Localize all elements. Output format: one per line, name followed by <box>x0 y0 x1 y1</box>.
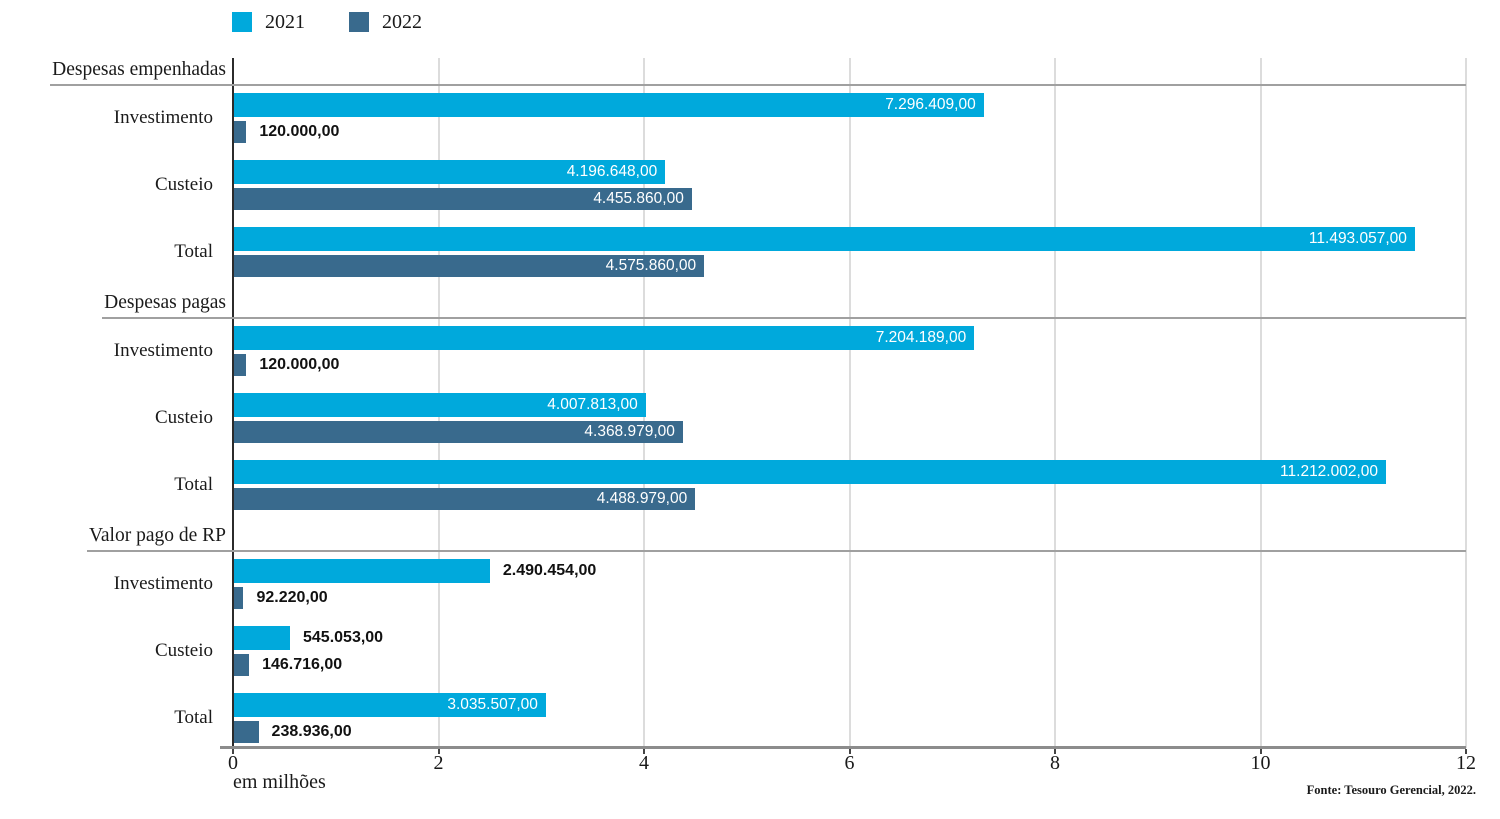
x-tick-label: 4 <box>639 752 649 774</box>
bar-2022: 4.455.860,00 <box>234 188 692 210</box>
bar-value-label: 4.575.860,00 <box>605 257 697 274</box>
bar-value-label: 7.296.409,00 <box>885 96 976 113</box>
bar-2022: 4.488.979,00 <box>234 488 696 510</box>
bar-2021: 3.035.507,00 <box>234 693 546 717</box>
axis-tick <box>232 749 234 754</box>
group-header: Despesas pagas <box>0 289 1466 319</box>
group-header: Despesas empenhadas <box>0 56 1466 86</box>
gridline <box>848 58 851 748</box>
x-tick-label: 2 <box>433 752 444 774</box>
bar-2021: 4.007.813,00 <box>234 393 646 417</box>
bar-2021 <box>234 626 290 650</box>
bar-value-label: 11.212.002,00 <box>1280 463 1379 480</box>
x-tick-label: 12 <box>1456 752 1476 774</box>
category-label: Custeio <box>154 174 213 195</box>
gridline <box>1054 58 1056 748</box>
category-label: Custeio <box>154 640 213 661</box>
bar-2022 <box>234 721 259 743</box>
axis-tick <box>848 749 851 754</box>
group-separator <box>228 84 1466 86</box>
bar-value-label: 4.368.979,00 <box>584 423 675 440</box>
axis-tick <box>643 749 645 754</box>
y-axis-line <box>232 58 234 748</box>
group-title: Despesas empenhadas <box>50 58 228 86</box>
bar-value-label: 238.936,00 <box>271 723 352 740</box>
legend: 2021 2022 <box>232 11 422 33</box>
legend-item-2021: 2021 <box>232 11 305 33</box>
group-header: Valor pago de RP <box>0 522 1466 552</box>
axis-tick <box>1465 749 1467 754</box>
bar-2021: 11.212.002,00 <box>234 460 1387 484</box>
bar-value-label: 4.488.979,00 <box>596 490 688 507</box>
category-label: Total <box>174 241 213 262</box>
group-separator <box>228 317 1466 319</box>
category-label: Total <box>174 474 213 495</box>
bar-2022: 4.368.979,00 <box>234 421 683 443</box>
category-label: Investimento <box>113 107 213 128</box>
legend-label-2022: 2022 <box>382 11 422 33</box>
axis-tick <box>437 749 440 754</box>
bar-2021: 11.493.057,00 <box>234 227 1415 251</box>
legend-swatch-2021-icon <box>232 12 252 32</box>
group-title: Despesas pagas <box>102 291 228 319</box>
x-tick-label: 0 <box>228 752 238 774</box>
gridline <box>1259 58 1262 748</box>
bar-2021: 4.196.648,00 <box>234 160 666 184</box>
bar-value-label: 4.196.648,00 <box>566 163 658 180</box>
legend-swatch-2022-icon <box>349 12 369 32</box>
bar-value-label: 120.000,00 <box>259 356 340 373</box>
axis-tick <box>1054 749 1056 754</box>
x-axis-line <box>220 746 1466 749</box>
x-tick-label: 10 <box>1250 752 1271 774</box>
bar-value-label: 545.053,00 <box>303 629 384 646</box>
category-label: Total <box>174 707 213 728</box>
bar-value-label: 120.000,00 <box>259 123 340 140</box>
category-label: Investimento <box>113 573 213 594</box>
source-note: Fonte: Tesouro Gerencial, 2022. <box>1306 783 1476 797</box>
bar-value-label: 2.490.454,00 <box>502 562 597 579</box>
bar-value-label: 146.716,00 <box>262 656 343 673</box>
bar-value-label: 4.455.860,00 <box>593 190 684 207</box>
bar-2022 <box>234 587 244 609</box>
bar-value-label: 7.204.189,00 <box>875 329 967 346</box>
group-separator <box>228 550 1466 552</box>
axis-tick <box>1259 749 1262 754</box>
gridline <box>1465 58 1467 748</box>
bar-value-label: 92.220,00 <box>256 589 328 606</box>
bar-value-label: 4.007.813,00 <box>547 396 638 413</box>
legend-item-2022: 2022 <box>349 11 422 33</box>
group-title: Valor pago de RP <box>86 524 228 552</box>
x-tick-label: 6 <box>844 752 855 774</box>
bar-2022: 4.575.860,00 <box>234 255 705 277</box>
x-axis-label: em milhões <box>233 771 326 793</box>
category-label: Custeio <box>154 407 213 428</box>
bar-2021: 7.296.409,00 <box>234 93 984 117</box>
bar-2022 <box>234 354 247 376</box>
bar-2022 <box>234 121 247 143</box>
bar-2022 <box>234 654 250 676</box>
bar-2021 <box>234 559 490 583</box>
bar-value-label: 3.035.507,00 <box>447 696 538 713</box>
bar-2021: 7.204.189,00 <box>234 326 975 350</box>
category-label: Investimento <box>113 340 213 361</box>
x-tick-label: 8 <box>1050 752 1060 774</box>
bar-value-label: 11.493.057,00 <box>1308 230 1407 247</box>
legend-label-2021: 2021 <box>265 11 305 33</box>
